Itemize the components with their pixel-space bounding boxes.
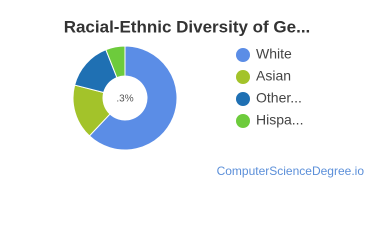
legend-label: White (256, 46, 292, 62)
legend-label: Asian (256, 68, 291, 84)
donut-segment (105, 45, 126, 79)
chart: Racial-Ethnic Diversity of Ge... Compute… (64, 17, 365, 178)
chart-title: Racial-Ethnic Diversity of Ge... (64, 17, 311, 36)
center-label: .3% (116, 94, 133, 105)
legend-swatch (236, 48, 250, 62)
donut-segment (88, 45, 178, 151)
legend-swatch (236, 92, 250, 106)
legend-label: Other... (256, 90, 302, 106)
center-bg (104, 77, 146, 119)
legend-swatch (236, 114, 250, 128)
source-link[interactable]: ComputerScienceDegree.io (217, 164, 365, 178)
legend-label: Hispa... (256, 112, 303, 128)
legend-swatch (236, 70, 250, 84)
